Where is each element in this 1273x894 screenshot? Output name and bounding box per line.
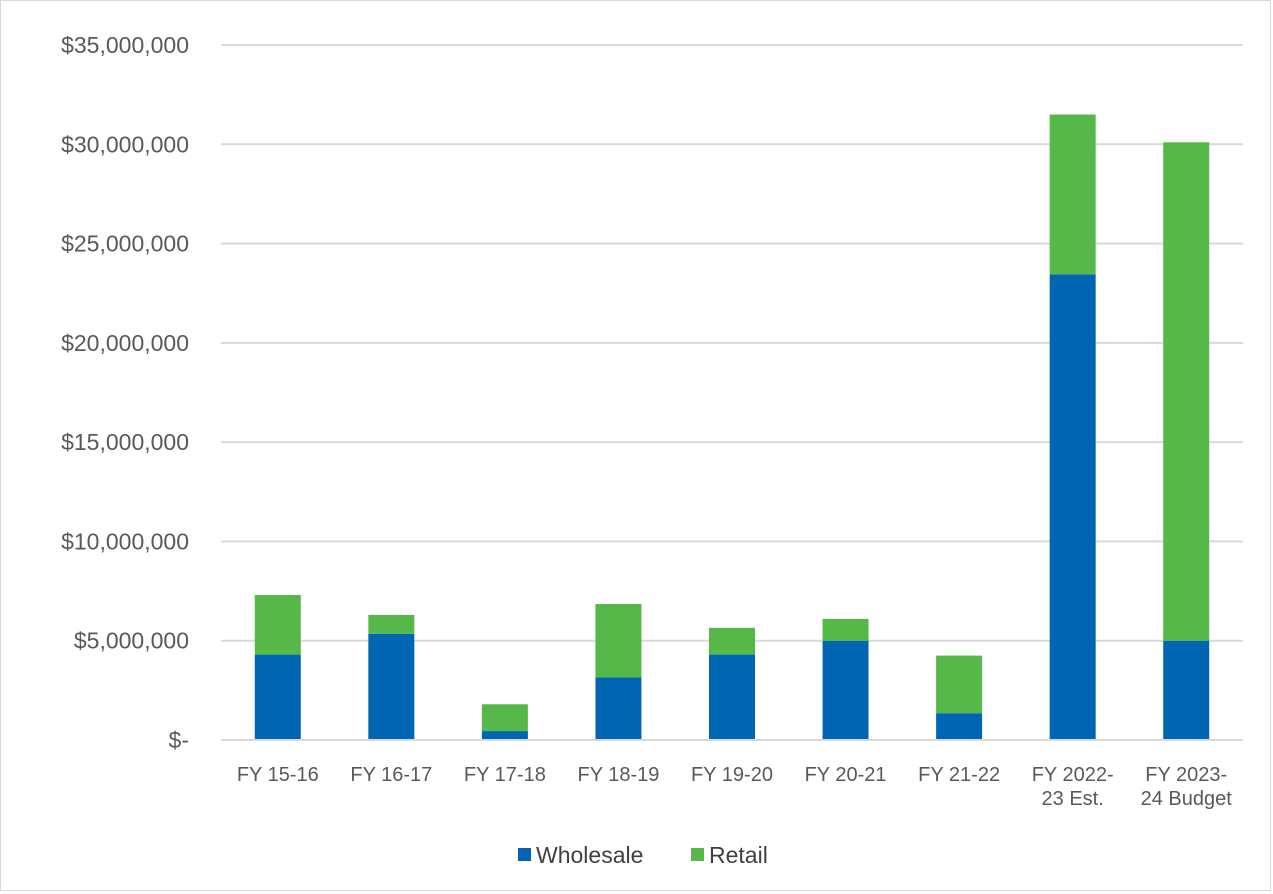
legend-label-retail: Retail — [709, 842, 768, 868]
y-tick-label: $- — [169, 727, 189, 753]
bar-retail-7 — [936, 655, 983, 714]
bar-retail-6 — [822, 618, 869, 641]
y-tick-label: $30,000,000 — [61, 131, 189, 157]
legend-swatch-wholesale — [518, 848, 531, 861]
bar-wholesale-7 — [936, 713, 983, 740]
bar-wholesale-2 — [368, 633, 415, 740]
bar-wholesale-5 — [709, 654, 755, 740]
y-tick-label: $25,000,000 — [61, 231, 189, 257]
bar-wholesale-4 — [595, 677, 642, 740]
x-tick-label: FY 2023- — [1145, 764, 1227, 786]
bar-retail-5 — [709, 627, 755, 655]
x-tick-label: FY 18-19 — [577, 764, 659, 786]
bar-retail-2 — [368, 614, 415, 634]
bar-wholesale-3 — [481, 731, 528, 740]
bar-wholesale-1 — [254, 654, 301, 740]
legend-swatch-retail — [691, 848, 704, 861]
bar-retail-8 — [1049, 114, 1096, 275]
bar-retail-3 — [481, 704, 528, 732]
x-tick-label: FY 15-16 — [237, 764, 319, 786]
x-tick-label: 24 Budget — [1141, 788, 1233, 810]
bar-wholesale-9 — [1163, 640, 1210, 740]
y-tick-label: $20,000,000 — [61, 330, 189, 356]
x-tick-label: 23 Est. — [1042, 788, 1104, 810]
x-tick-label: FY 2022- — [1032, 764, 1114, 786]
y-tick-label: $35,000,000 — [61, 32, 189, 58]
y-tick-label: $5,000,000 — [74, 628, 189, 654]
x-tick-label: FY 21-22 — [918, 764, 1000, 786]
x-tick-label: FY 17-18 — [464, 764, 546, 786]
bar-retail-4 — [595, 603, 642, 678]
x-tick-label: FY 20-21 — [805, 764, 887, 786]
bar-retail-1 — [254, 595, 301, 655]
y-tick-label: $10,000,000 — [61, 528, 189, 554]
x-tick-label: FY 19-20 — [691, 764, 773, 786]
bar-wholesale-8 — [1049, 274, 1096, 740]
bar-retail-9 — [1163, 142, 1210, 641]
y-tick-label: $15,000,000 — [61, 429, 189, 455]
x-tick-label: FY 16-17 — [350, 764, 432, 786]
bar-wholesale-6 — [822, 640, 869, 740]
legend-label-wholesale: Wholesale — [536, 842, 643, 868]
